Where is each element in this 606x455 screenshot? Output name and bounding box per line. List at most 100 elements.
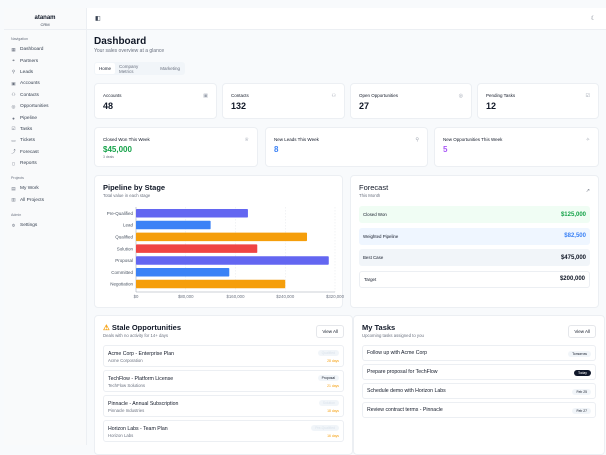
y-tick-label: Lead [123, 223, 134, 228]
trend-icon: ↗ [585, 188, 590, 194]
stat-new-leads-week: New Leads This Week ⚲ 8 [265, 127, 428, 167]
sidebar-item-my-work[interactable]: ▤ My Work [4, 183, 86, 194]
sidebar-item-partners[interactable]: ⚭ Partners [4, 55, 86, 66]
stat-value: $45,000 [103, 145, 132, 154]
bar-negotiation [136, 279, 286, 289]
forecast-subtitle: This Month [359, 193, 381, 198]
task-item[interactable]: Prepare proposal for TechFlow Today [362, 364, 596, 380]
user-plus-icon: ⚲ [415, 137, 419, 143]
sidebar-item-contacts[interactable]: ⚇ Contacts [4, 90, 86, 101]
opportunity-name: Pinnacle - Annual Subscription [108, 401, 179, 407]
folder-icon: ▥ [11, 197, 16, 203]
logo[interactable]: atanam CRM [4, 8, 86, 30]
sidebar-item-forecast[interactable]: ⤴ Forecast [4, 147, 86, 158]
checklist-icon: ☑ [585, 93, 590, 99]
stale-title: ⚠ Stale Opportunities [103, 323, 181, 332]
users-icon: ⚇ [331, 93, 336, 99]
x-tick-label: $240,000 [276, 294, 295, 299]
brand-name: atanam [34, 15, 56, 21]
task-item[interactable]: Review contract terms - Pinnacle Feb 27 [362, 402, 596, 418]
pipeline-title: Pipeline by Stage [103, 183, 166, 192]
stale-days: 18 days [327, 409, 339, 413]
forecast-row-label: Closed Won [363, 212, 387, 217]
sidebar-item-label: Accounts [20, 81, 40, 87]
tasks-card: My Tasks Upcoming tasks assigned to you … [353, 315, 605, 455]
stale-opportunity-item[interactable]: Acme Corp - Enterprise Plan Acme Corporat… [103, 345, 344, 367]
ticket-icon: ▭ [11, 137, 16, 143]
tasks-view-all-button[interactable]: View All [568, 325, 596, 338]
sidebar-item-all-projects[interactable]: ▥ All Projects [4, 195, 86, 206]
tabs: Home Company Metrics Marketing [94, 62, 185, 75]
sidebar-item-label: Opportunities [20, 104, 49, 110]
stat-value: 8 [274, 145, 279, 154]
forecast-row-value: $475,000 [560, 254, 586, 261]
sidebar-item-tasks[interactable]: ☑ Tasks [4, 124, 86, 135]
page-subtitle: Your sales overview at a glance [94, 48, 165, 54]
sidebar: atanam CRM Navigation ▦ Dashboard ⚭ Partners… [4, 8, 87, 445]
sidebar-item-label: Forecast [20, 149, 39, 155]
grid-icon: ▦ [11, 46, 16, 52]
target-icon: ◎ [458, 93, 463, 99]
sidebar-item-label: Reports [20, 161, 37, 167]
stale-opportunity-item[interactable]: Pinnacle - Annual Subscription Pinnacle I… [103, 395, 344, 417]
stat-pending-tasks: Pending Tasks ☑ 12 [477, 83, 599, 119]
sidebar-item-leads[interactable]: ⚲ Leads [4, 67, 86, 78]
y-tick-label: Committed [111, 270, 133, 275]
forecast-row-value: $125,000 [560, 211, 586, 218]
forecast-row-label: Target [364, 276, 377, 282]
tab-home[interactable]: Home [95, 63, 116, 74]
opportunity-company: TechFlow Solutions [108, 383, 146, 388]
due-badge: Feb 25 [572, 388, 591, 395]
sidebar-item-reports[interactable]: ▯ Reports [4, 158, 86, 169]
stat-label: New Opportunities This Week [443, 137, 503, 142]
x-tick-label: $320,000 [326, 294, 344, 299]
sidebar-item-label: Dashboard [20, 47, 44, 53]
nav-section-label: Admin [11, 213, 22, 218]
stat-value: 12 [486, 101, 497, 111]
tasks-title: My Tasks [362, 323, 396, 332]
theme-toggle-icon[interactable]: ☾ [590, 16, 596, 22]
briefcase-icon: ▤ [11, 185, 16, 191]
task-item[interactable]: Follow up with Acme Corp Tomorrow [362, 345, 596, 361]
sidebar-item-settings[interactable]: ✲ Settings [4, 220, 86, 231]
tab-marketing[interactable]: Marketing [160, 66, 180, 71]
warning-icon: ⚠ [103, 323, 110, 332]
tab-company-metrics[interactable]: Company Metrics [119, 63, 139, 74]
stat-closed-won-week: Closed Won This Week ♕ $45,000 3 deals [94, 127, 258, 167]
stale-view-all-button[interactable]: View All [316, 325, 344, 338]
stat-new-opps-week: New Opportunities This Week ✧ 5 [434, 127, 599, 167]
stage-badge: Pre-Qualified [311, 425, 339, 431]
sidebar-item-label: All Projects [20, 197, 44, 203]
stat-note: 3 deals [103, 155, 114, 159]
sidebar-item-accounts[interactable]: ▣ Accounts [4, 78, 86, 89]
top-bar: ◧ ☾ [87, 8, 606, 30]
task-item[interactable]: Schedule demo with Horizon Labs Feb 25 [362, 383, 596, 399]
sidebar-item-opportunities[interactable]: ◎ Opportunities [4, 101, 86, 112]
stage-badge: Solution [318, 400, 339, 406]
sparkle-icon: ✧ [585, 137, 590, 143]
y-tick-label: Pre-Qualified [107, 211, 134, 216]
sidebar-item-dashboard[interactable]: ▦ Dashboard [4, 44, 86, 55]
forecast-card: Forecast This Month ↗ Closed Won $125,000… [350, 175, 599, 308]
handshake-icon: ⚭ [11, 58, 16, 64]
stat-value: 48 [103, 101, 114, 111]
stat-label: Accounts [103, 93, 122, 98]
sidebar-toggle-icon[interactable]: ◧ [95, 16, 101, 22]
user-plus-icon: ⚲ [11, 69, 16, 75]
sidebar-item-tickets[interactable]: ▭ Tickets [4, 135, 86, 146]
sidebar-item-label: Contacts [20, 92, 39, 98]
stale-opportunity-item[interactable]: Horizon Labs - Team Plan Horizon Labs Pre-… [103, 420, 344, 442]
stale-subtitle: Deals with no activity for 14+ days [103, 333, 169, 338]
stale-title-text: Stale Opportunities [111, 323, 182, 332]
stale-opportunity-item[interactable]: TechFlow - Platform License TechFlow Solu… [103, 370, 344, 392]
forecast-row: Closed Won $125,000 [359, 206, 590, 223]
stat-value: 5 [443, 145, 448, 154]
stat-value: 132 [231, 101, 247, 111]
stage-badge: Qualified [317, 350, 339, 356]
forecast-row: Best Case $475,000 [359, 249, 590, 266]
pipeline-subtitle: Total value in each stage [103, 193, 151, 198]
sidebar-item-pipeline[interactable]: ● Pipeline [4, 112, 86, 123]
stat-value: 27 [359, 101, 370, 111]
task-name: Review contract terms - Pinnacle [367, 407, 443, 413]
opportunity-company: Acme Corporation [108, 358, 143, 363]
